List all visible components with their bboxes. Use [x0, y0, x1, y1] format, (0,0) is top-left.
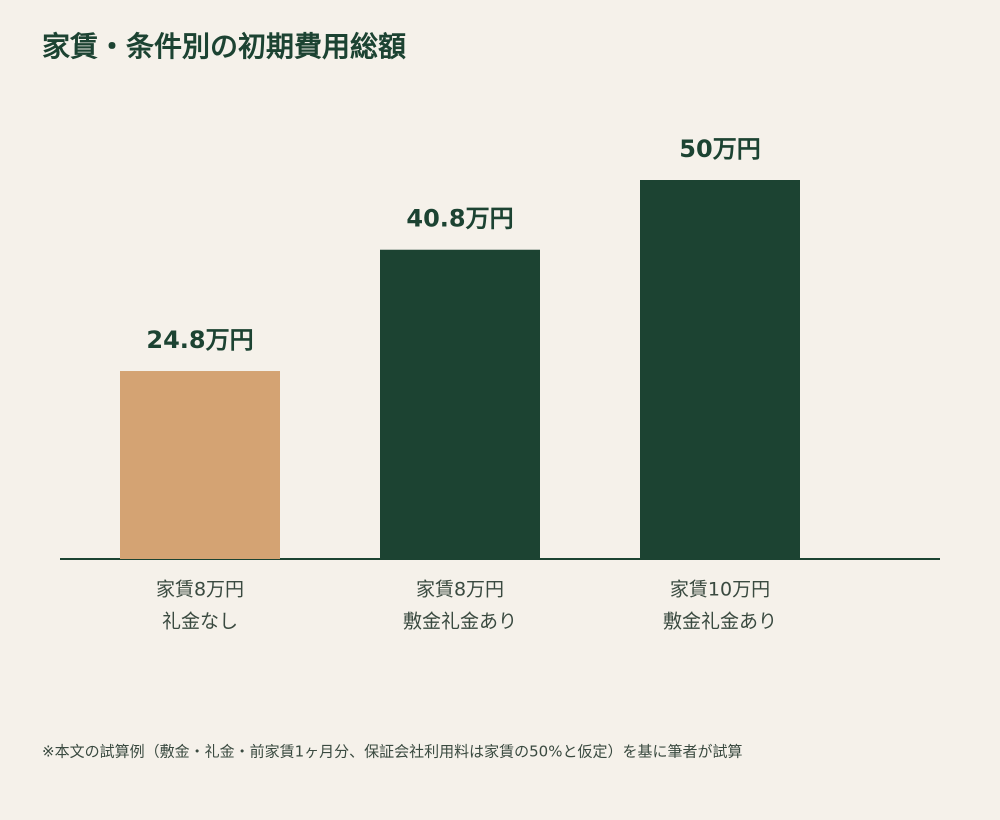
- bar: [120, 371, 280, 559]
- x-tick-label: 礼金なし: [162, 611, 238, 633]
- data-label: 24.8万円: [146, 326, 253, 354]
- data-label: 40.8万円: [406, 205, 513, 233]
- footnote: ※本文の試算例（敷金・礼金・前家賃1ヶ月分、保証会社利用料は家賃の50%と仮定）…: [42, 743, 742, 761]
- chart-title: 家賃・条件別の初期費用総額: [42, 30, 406, 63]
- x-tick-label: 家賃8万円: [416, 579, 504, 601]
- x-tick-label: 敷金礼金あり: [663, 611, 777, 633]
- data-label: 50万円: [679, 135, 760, 163]
- bar: [380, 249, 540, 559]
- bar: [640, 180, 800, 559]
- x-tick-label: 家賃10万円: [670, 579, 770, 601]
- x-tick-label: 敷金礼金あり: [403, 611, 517, 633]
- x-tick-label: 家賃8万円: [156, 579, 244, 601]
